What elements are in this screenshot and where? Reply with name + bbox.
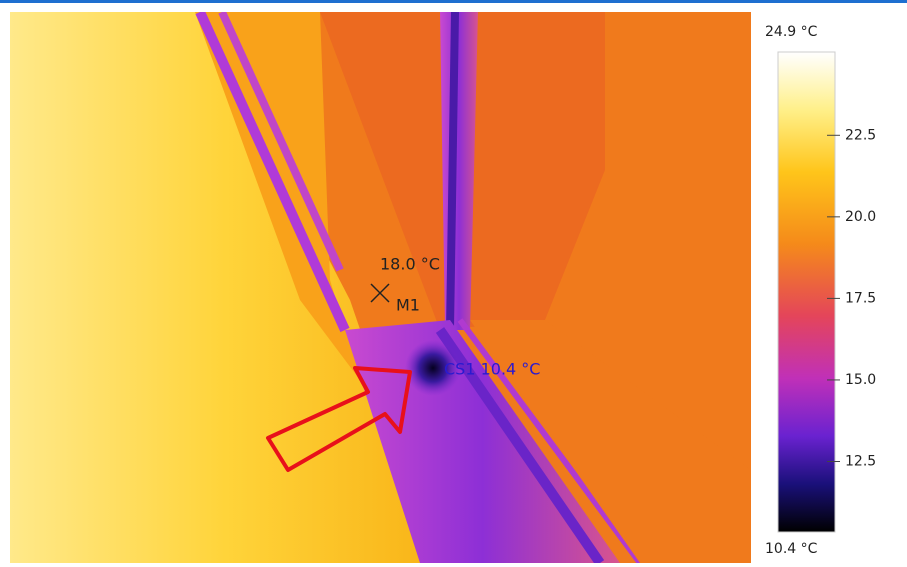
colorbar-tick-label: 20.0 bbox=[845, 209, 876, 225]
window-border bbox=[0, 0, 907, 3]
cold-spot-label: CS1 10.4 °C bbox=[444, 360, 540, 379]
colorbar-tick-label: 17.5 bbox=[845, 290, 876, 306]
colorbar-max: 24.9 °C bbox=[765, 24, 818, 40]
colorbar-tick-label: 15.0 bbox=[845, 372, 876, 388]
colorbar-tick-label: 22.5 bbox=[845, 127, 876, 143]
thermal-viewer: 18.0 °C M1 CS1 10.4 °C 24.9 °C 10.4 °C 2… bbox=[0, 0, 907, 563]
thermal-image bbox=[10, 12, 751, 563]
spot-reading: 18.0 °C bbox=[380, 255, 440, 274]
spot-name: M1 bbox=[396, 296, 420, 315]
colorbar-min: 10.4 °C bbox=[765, 541, 818, 557]
colorbar bbox=[778, 52, 835, 532]
colorbar-tick-label: 12.5 bbox=[845, 453, 876, 469]
